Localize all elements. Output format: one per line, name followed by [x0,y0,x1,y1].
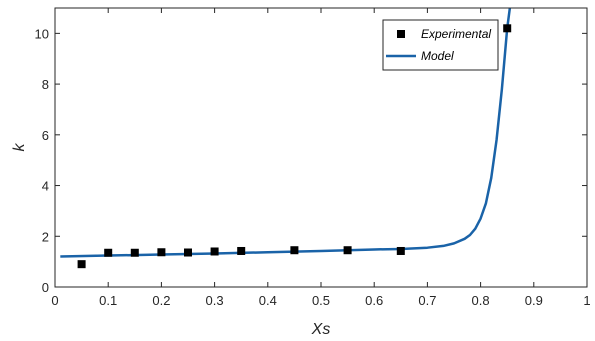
x-axis-label: Xs [311,321,331,338]
data-point-experimental-4 [184,248,192,257]
x-tick-label: 0.4 [259,293,277,308]
x-tick-label: 0.6 [365,293,383,308]
y-tick-label: 6 [42,128,49,143]
x-tick-label: 0.1 [99,293,117,308]
y-tick-label: 2 [42,229,49,244]
x-tick-label: 0.5 [312,293,330,308]
data-point-experimental-10 [503,24,512,33]
x-tick-label: 1 [583,293,590,308]
series-line-model [60,8,512,258]
x-tick-label: 0.3 [206,293,224,308]
data-point-experimental-1 [104,248,113,257]
plot-frame [54,7,588,288]
data-point-experimental-7 [290,246,299,255]
legend-marker-experimental [397,30,405,38]
x-tick-label: 0.8 [472,293,490,308]
data-point-experimental-6 [237,246,246,255]
x-tick-label: 0.9 [525,293,543,308]
data-point-experimental-0 [77,260,86,269]
data-point-experimental-2 [130,248,139,257]
y-tick-label: 0 [42,280,49,295]
data-point-experimental-5 [210,247,219,256]
legend-label: Model [421,49,454,63]
y-tick-label: 8 [42,77,49,92]
x-tick-label: 0.7 [418,293,436,308]
y-tick-label: 4 [42,179,49,194]
data-point-experimental-8 [343,246,352,255]
data-point-experimental-9 [396,246,405,255]
x-tick-label: 0 [51,293,58,308]
data-point-experimental-3 [157,248,166,257]
plot-area [60,8,512,269]
legend: Experimental Model [382,19,499,71]
y-tick-label: 10 [35,26,49,41]
legend-box [382,19,499,71]
y-axis-label: k [11,143,28,152]
legend-label: Experimental [421,27,491,41]
x-tick-label: 0.2 [152,293,170,308]
